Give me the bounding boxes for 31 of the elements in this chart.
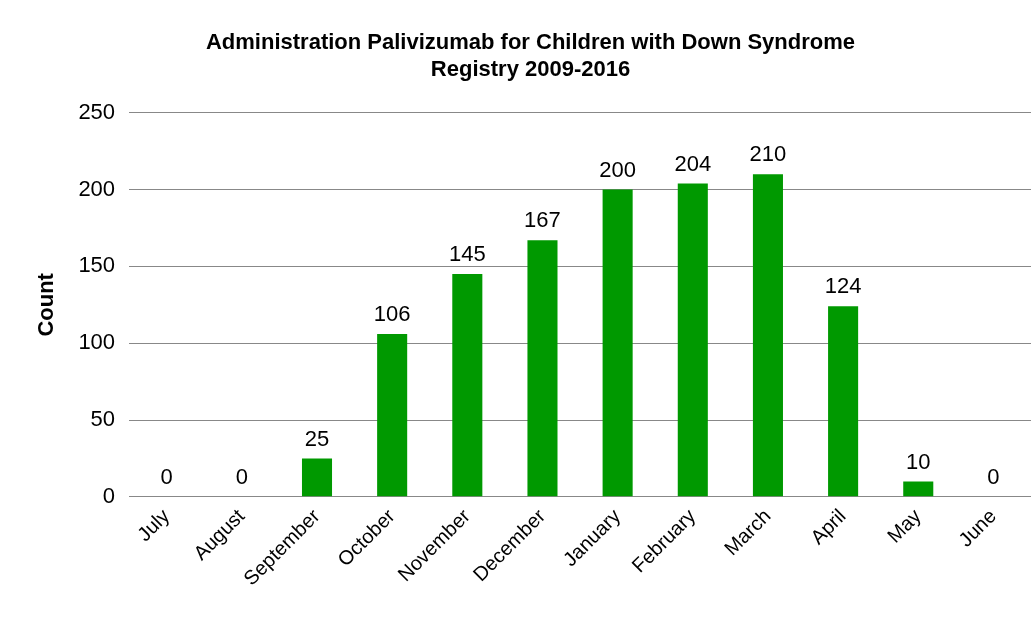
bar <box>828 306 859 497</box>
y-tick-label: 150 <box>78 252 116 278</box>
y-axis-title: Count <box>33 272 59 337</box>
data-label: 204 <box>674 150 712 176</box>
bar <box>301 458 333 497</box>
bar <box>527 240 558 497</box>
data-label: 124 <box>824 273 862 299</box>
data-label: 0 <box>160 463 173 489</box>
bar <box>602 189 633 497</box>
bar <box>903 481 934 497</box>
data-label: 25 <box>304 425 330 451</box>
y-tick-label: 0 <box>102 482 116 508</box>
bar <box>677 183 708 497</box>
x-tick-label: May <box>882 504 925 547</box>
x-tick-label: July <box>132 504 174 546</box>
data-label: 0 <box>987 463 1000 489</box>
y-tick-label: 100 <box>78 329 116 355</box>
data-label: 0 <box>235 463 248 489</box>
data-label: 145 <box>448 241 486 267</box>
bar <box>752 174 783 497</box>
y-tick-label: 200 <box>78 175 116 201</box>
data-label: 106 <box>373 301 411 327</box>
bar <box>377 334 408 497</box>
data-label: 10 <box>906 448 931 474</box>
y-tick-label: 250 <box>78 98 116 124</box>
bar <box>452 274 483 497</box>
y-tick-label: 50 <box>90 406 116 432</box>
data-label: 167 <box>524 207 561 233</box>
data-label: 200 <box>599 156 636 182</box>
data-label: 210 <box>749 141 787 167</box>
chart-title: Administration Palivizumab for Children with Down Syndrome Registry 2009-2016 <box>205 29 856 81</box>
